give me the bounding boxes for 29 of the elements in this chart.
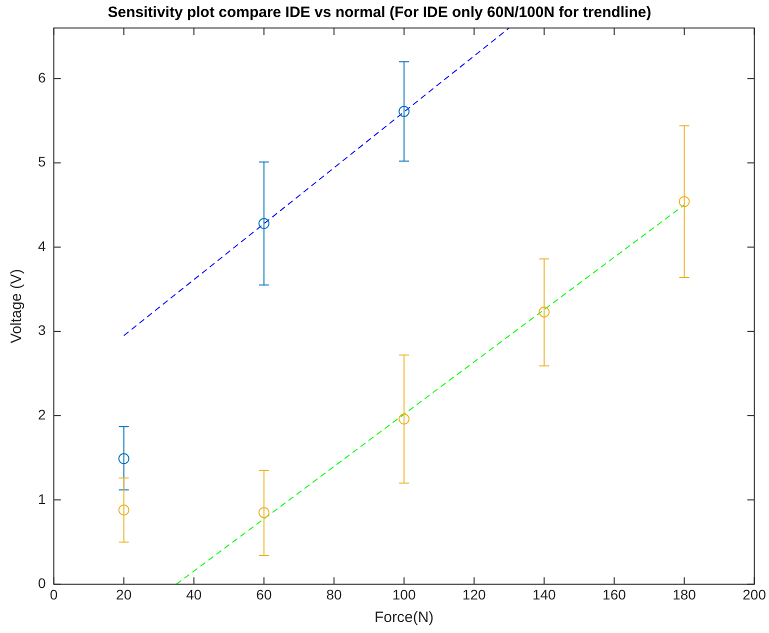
y-axis-title: Voltage (V) bbox=[8, 268, 26, 344]
x-tick-label: 20 bbox=[116, 586, 132, 602]
point bbox=[398, 414, 410, 425]
x-tick-label: 100 bbox=[392, 586, 416, 602]
x-tick-label: 40 bbox=[186, 586, 202, 602]
point bbox=[118, 504, 130, 516]
x-tick-label: 180 bbox=[672, 586, 696, 602]
x-tick-label: 0 bbox=[50, 586, 58, 602]
x-tick-label: 60 bbox=[256, 586, 272, 602]
point bbox=[118, 453, 130, 464]
y-tick-label: 0 bbox=[38, 575, 46, 592]
y-tick-label: 6 bbox=[38, 69, 46, 86]
point bbox=[258, 218, 270, 230]
point bbox=[258, 507, 270, 518]
x-tick-label: 80 bbox=[326, 586, 342, 602]
x-tick-label: 160 bbox=[602, 586, 626, 602]
y-tick-label: 4 bbox=[38, 238, 46, 254]
point bbox=[538, 306, 550, 318]
y-tick-label: 3 bbox=[38, 322, 46, 338]
x-tick-label: 200 bbox=[742, 586, 766, 602]
x-tick-label: 140 bbox=[532, 586, 556, 602]
y-tick-label: 1 bbox=[38, 490, 46, 507]
y-tick-label: 5 bbox=[38, 154, 46, 170]
y-tick-label: 2 bbox=[38, 406, 46, 423]
point bbox=[678, 196, 690, 208]
chart-title: Sensitivity plot compare IDE vs normal (For IDE only 60N/100N for trendline) bbox=[108, 4, 652, 22]
point bbox=[398, 106, 410, 117]
x-tick-label: 120 bbox=[462, 586, 486, 602]
x-axis-title: Force(N) bbox=[374, 609, 434, 626]
